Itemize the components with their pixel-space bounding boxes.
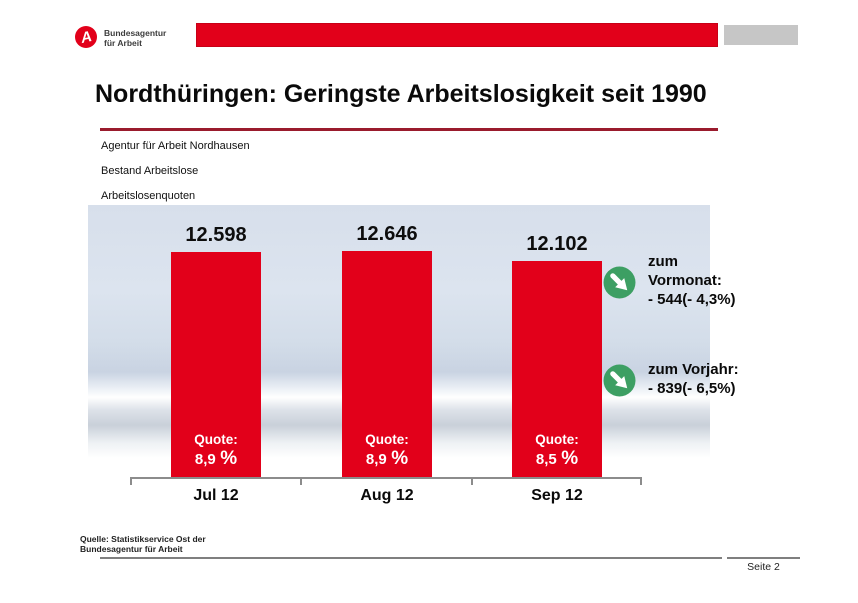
bar-jul-12: Quote: 8,9 % — [171, 252, 261, 477]
x-axis-tick — [300, 477, 302, 485]
title-underline — [100, 128, 718, 131]
bar-quote-jul: Quote: 8,9 % — [194, 432, 238, 469]
top-accent-bar — [196, 23, 718, 47]
footer-divider-right — [727, 557, 800, 559]
footer-divider-left — [100, 557, 722, 559]
bar-quote-sep: Quote: 8,5 % — [535, 432, 579, 469]
annotation-vorjahr: zum Vorjahr: - 839(- 6,5%) — [648, 361, 739, 397]
x-axis — [131, 477, 642, 479]
top-gray-bar — [724, 25, 798, 45]
bar-sep-12: Quote: 8,5 % — [512, 261, 602, 477]
subtitle-block: Agentur für Arbeit Nordhausen Bestand Ar… — [101, 139, 250, 214]
bar-value-label-aug: 12.646 — [356, 223, 418, 245]
annotation-vormonat: zum Vormonat: - 544(- 4,3%) — [648, 253, 736, 308]
brand-name: Bundesagentur für Arbeit — [104, 26, 166, 48]
x-axis-tick — [640, 477, 642, 485]
x-axis-tick — [130, 477, 132, 485]
bundesagentur-logo-icon: A — [75, 26, 97, 48]
subtitle-line-agentur: Agentur für Arbeit Nordhausen — [101, 140, 250, 152]
page-number: Seite 2 — [747, 561, 780, 573]
x-axis-label-aug: Aug 12 — [360, 487, 414, 504]
x-axis-tick — [471, 477, 473, 485]
arrow-down-right-icon — [603, 364, 636, 397]
subtitle-line-quoten: Arbeitslosenquoten — [101, 190, 196, 202]
brand-line-2: für Arbeit — [104, 38, 142, 48]
page-title: Nordthüringen: Geringste Arbeitslosigkei… — [95, 80, 707, 108]
arrow-down-right-icon — [603, 266, 636, 299]
x-axis-label-jul: Jul 12 — [193, 487, 239, 504]
bar-value-label-jul: 12.598 — [185, 224, 247, 246]
logo: A Bundesagentur für Arbeit — [75, 26, 166, 48]
x-axis-label-sep: Sep 12 — [531, 487, 583, 504]
bar-aug-12: Quote: 8,9 % — [342, 251, 432, 477]
subtitle-line-bestand: Bestand Arbeitslose — [101, 165, 199, 177]
brand-line-1: Bundesagentur — [104, 28, 167, 38]
bar-value-label-sep: 12.102 — [526, 233, 588, 255]
bar-quote-aug: Quote: 8,9 % — [365, 432, 409, 469]
source-note: Quelle: Statistikservice Ost der Bundesa… — [80, 534, 206, 554]
